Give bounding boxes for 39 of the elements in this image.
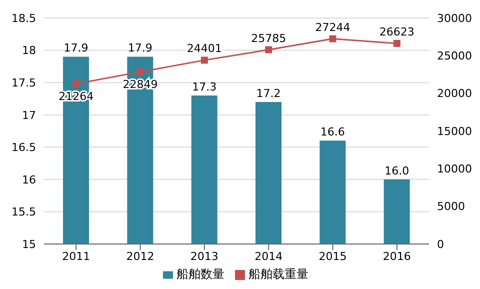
y-tick-label: 17.5 [12, 76, 36, 90]
point [72, 80, 80, 88]
data-label: 17.2 [256, 86, 281, 100]
point [200, 56, 208, 64]
data-label: 17.9 [128, 42, 152, 55]
y2-tick-label: 15000 [437, 124, 472, 138]
x-tick-label: 2011 [62, 250, 90, 263]
y2-tick-label: 0 [437, 238, 444, 251]
y-tick-label: 16 [22, 173, 36, 186]
y-tick-label: 16.5 [12, 141, 36, 154]
x-tick-label: 2015 [318, 250, 347, 263]
y-tick-label: 18.5 [12, 12, 36, 25]
point [265, 46, 272, 54]
data-label: 25785 [251, 32, 286, 45]
x-tick-label: 2014 [254, 250, 283, 263]
point [329, 35, 336, 42]
data-label: 24401 [186, 42, 222, 56]
y-tick-label: 15 [22, 238, 36, 251]
point [136, 68, 144, 76]
data-label: 16.6 [320, 126, 345, 139]
x-tick-label: 2012 [126, 250, 154, 263]
data-label: 27244 [315, 20, 350, 34]
y2-tick-label: 20000 [437, 87, 472, 100]
y2-tick-label: 30000 [437, 12, 472, 25]
y2-tick-label: 25000 [437, 50, 472, 63]
legend-label: 船舶数量 [176, 267, 224, 281]
y-tick-label: 18 [22, 44, 36, 58]
legend-label: 船舶载重量 [248, 267, 308, 281]
y2-tick-label: 5000 [437, 200, 465, 214]
y-tick-label: 15.5 [12, 206, 36, 219]
point [393, 40, 400, 47]
data-label: 17.9 [64, 42, 88, 55]
data-label: 16.0 [384, 164, 410, 178]
y2-tick-label: 10000 [437, 162, 472, 176]
data-label: 26623 [379, 25, 414, 38]
x-tick-label: 2013 [190, 250, 218, 263]
x-tick-label: 2016 [382, 250, 411, 263]
data-label: 17.3 [192, 80, 217, 94]
y-tick-label: 17 [22, 108, 36, 122]
